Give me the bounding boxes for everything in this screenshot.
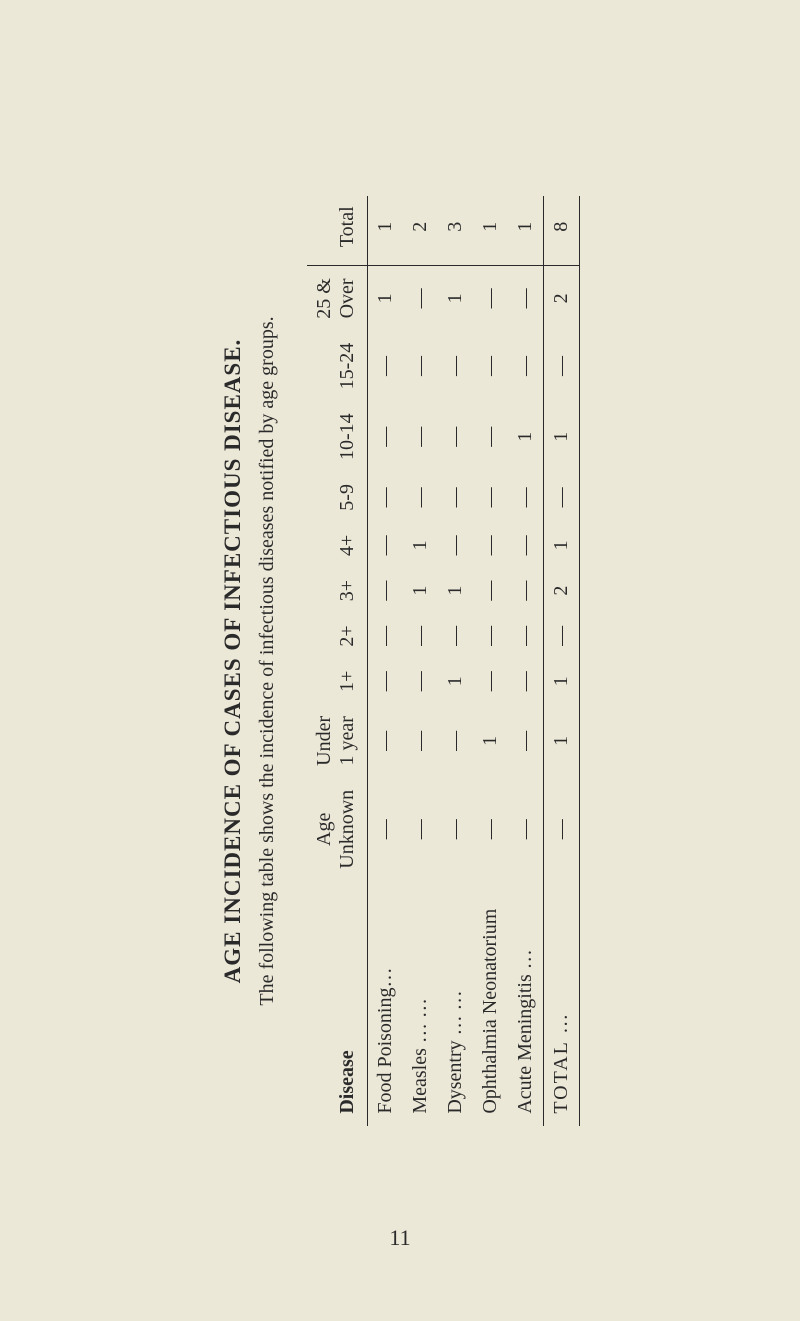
- col-2plus: 2+: [307, 613, 368, 658]
- page-subtitle: The following table shows the incidence …: [256, 111, 279, 1211]
- value-cell: —: [403, 613, 438, 658]
- value-cell: —: [508, 777, 544, 880]
- value-cell: 1: [438, 658, 473, 703]
- disease-cell: Acute Meningitis …: [508, 880, 544, 1125]
- value-cell: —: [473, 472, 508, 523]
- value-cell: 1: [508, 401, 544, 472]
- table-body: Food Poisoning…—————————11Measles … …———…: [368, 196, 544, 1125]
- value-cell: —: [368, 330, 404, 401]
- col-3plus: 3+: [307, 568, 368, 613]
- value-cell: —: [403, 658, 438, 703]
- table-header-row: Disease Age Unknown Under 1 year 1+ 2+ 3…: [307, 196, 368, 1125]
- col-under-1: Under 1 year: [307, 703, 368, 777]
- col-1plus: 1+: [307, 658, 368, 703]
- value-cell: —: [508, 568, 544, 613]
- value-cell: 1: [438, 568, 473, 613]
- table-total-row: TOTAL … — 1 1 — 2 1 — 1 — 2 8: [544, 196, 580, 1125]
- total-cell: 8: [544, 196, 580, 265]
- table-row: Measles … …————11————2: [403, 196, 438, 1125]
- value-cell: —: [473, 777, 508, 880]
- value-cell: —: [508, 472, 544, 523]
- value-cell: —: [368, 777, 404, 880]
- rotated-content: AGE INCIDENCE OF CASES OF INFECTIOUS DIS…: [220, 111, 580, 1211]
- value-cell: 1: [403, 568, 438, 613]
- value-cell: —: [438, 401, 473, 472]
- value-cell: —: [438, 330, 473, 401]
- value-cell: —: [473, 658, 508, 703]
- table-row: Ophthalmia Neonatorium—1————————1: [473, 196, 508, 1125]
- total-cell: 1: [544, 401, 580, 472]
- value-cell: 2: [403, 196, 438, 265]
- value-cell: —: [403, 472, 438, 523]
- value-cell: —: [368, 401, 404, 472]
- col-4plus: 4+: [307, 522, 368, 567]
- value-cell: 1: [438, 265, 473, 330]
- total-cell: —: [544, 330, 580, 401]
- value-cell: —: [368, 472, 404, 523]
- table-row: Dysentry … …——1—1————13: [438, 196, 473, 1125]
- total-cell: 2: [544, 265, 580, 330]
- table-row: Food Poisoning…—————————11: [368, 196, 404, 1125]
- total-cell: —: [544, 777, 580, 880]
- value-cell: —: [438, 522, 473, 567]
- total-label: TOTAL …: [544, 880, 580, 1125]
- incidence-table: Disease Age Unknown Under 1 year 1+ 2+ 3…: [307, 196, 580, 1125]
- value-cell: —: [368, 568, 404, 613]
- value-cell: —: [403, 777, 438, 880]
- value-cell: 1: [473, 703, 508, 777]
- disease-cell: Dysentry … …: [438, 880, 473, 1125]
- value-cell: —: [508, 658, 544, 703]
- value-cell: —: [438, 703, 473, 777]
- value-cell: —: [508, 330, 544, 401]
- value-cell: —: [473, 330, 508, 401]
- total-cell: 2: [544, 568, 580, 613]
- value-cell: —: [438, 472, 473, 523]
- col-15-24: 15-24: [307, 330, 368, 401]
- col-age-unknown: Age Unknown: [307, 777, 368, 880]
- value-cell: —: [403, 265, 438, 330]
- value-cell: —: [368, 658, 404, 703]
- value-cell: —: [508, 703, 544, 777]
- value-cell: —: [368, 522, 404, 567]
- value-cell: —: [473, 401, 508, 472]
- col-25-over: 25 & Over: [307, 265, 368, 330]
- value-cell: —: [473, 568, 508, 613]
- title-block: AGE INCIDENCE OF CASES OF INFECTIOUS DIS…: [220, 111, 279, 1211]
- disease-cell: Ophthalmia Neonatorium: [473, 880, 508, 1125]
- total-cell: —: [544, 613, 580, 658]
- value-cell: —: [403, 703, 438, 777]
- value-cell: —: [438, 613, 473, 658]
- value-cell: —: [508, 265, 544, 330]
- col-5-9: 5-9: [307, 472, 368, 523]
- value-cell: —: [368, 613, 404, 658]
- value-cell: —: [368, 703, 404, 777]
- value-cell: —: [473, 265, 508, 330]
- value-cell: —: [508, 522, 544, 567]
- page-number: 11: [389, 1225, 410, 1251]
- page-heading: AGE INCIDENCE OF CASES OF INFECTIOUS DIS…: [220, 111, 246, 1211]
- value-cell: —: [473, 522, 508, 567]
- total-cell: 1: [544, 522, 580, 567]
- value-cell: —: [508, 613, 544, 658]
- value-cell: —: [438, 777, 473, 880]
- disease-cell: Measles … …: [403, 880, 438, 1125]
- value-cell: 1: [368, 196, 404, 265]
- value-cell: 1: [368, 265, 404, 330]
- table-row: Acute Meningitis …———————1——1: [508, 196, 544, 1125]
- col-10-14: 10-14: [307, 401, 368, 472]
- col-total: Total: [307, 196, 368, 265]
- total-cell: —: [544, 472, 580, 523]
- value-cell: 1: [403, 522, 438, 567]
- col-disease: Disease: [307, 880, 368, 1125]
- value-cell: —: [403, 330, 438, 401]
- disease-cell: Food Poisoning…: [368, 880, 404, 1125]
- total-cell: 1: [544, 658, 580, 703]
- value-cell: 1: [508, 196, 544, 265]
- value-cell: —: [473, 613, 508, 658]
- value-cell: —: [403, 401, 438, 472]
- value-cell: 1: [473, 196, 508, 265]
- value-cell: 3: [438, 196, 473, 265]
- total-cell: 1: [544, 703, 580, 777]
